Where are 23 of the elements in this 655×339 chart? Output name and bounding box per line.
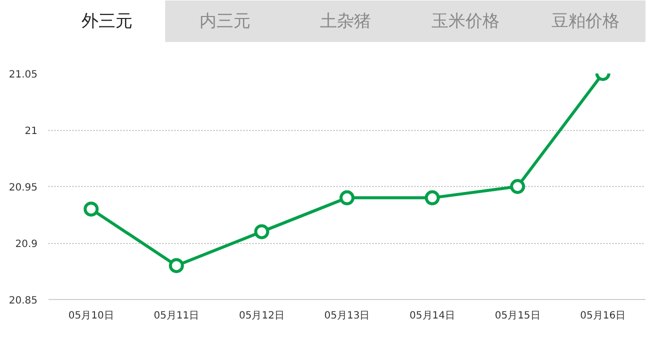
x-tick-label: 05月14日 [410,310,456,322]
x-tick-label: 05月10日 [68,310,114,322]
y-tick-label: 20.95 [8,182,38,194]
point [84,202,99,217]
y-tick-label: 20.9 [15,239,38,250]
x-tick-label: 05月11日 [154,310,200,322]
text: 内三元 [200,12,251,32]
point [254,224,270,240]
x-tick-label: 05月15日 [494,310,540,322]
text: 玉米价格 [431,12,500,32]
x-tick-label: 05月16日 [580,310,626,322]
y-tick-label: 21.05 [8,70,38,80]
y-tick-label: 20.85 [8,296,38,306]
text: 豆粕价格 [551,12,620,32]
point [510,179,526,194]
y-tick-label: 21 [24,126,38,137]
x-tick-label: 05月12日 [238,310,284,322]
x-tick-label: 05月13日 [324,310,370,322]
point [424,190,440,206]
point [168,258,184,274]
chart-title: 外三元 [81,12,132,32]
point [340,190,354,206]
text: 土杂猪 [320,12,371,32]
